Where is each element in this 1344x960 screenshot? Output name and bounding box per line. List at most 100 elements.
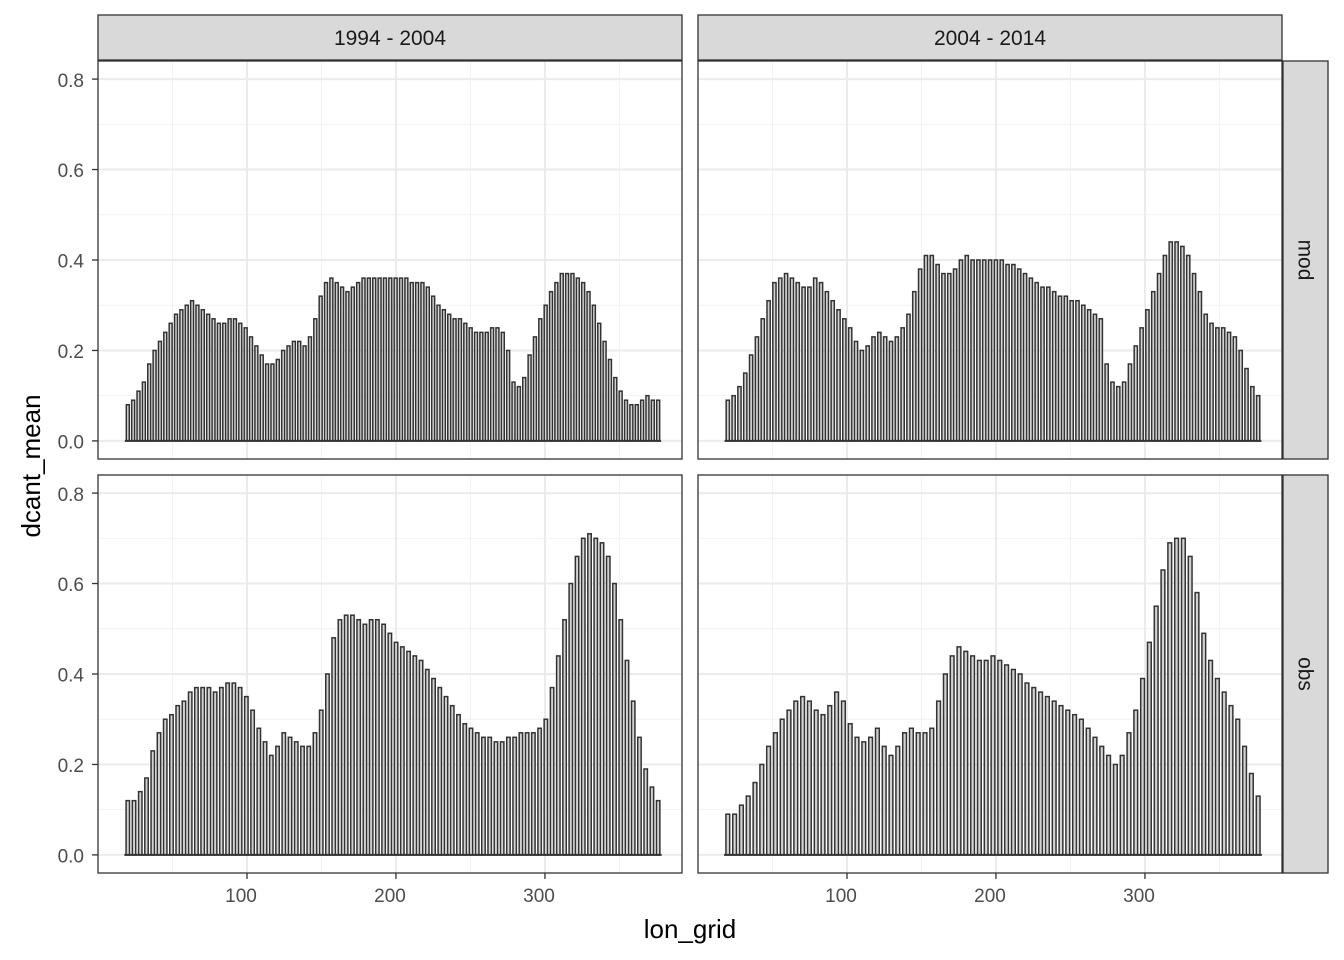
x-axis-title: lon_grid — [644, 914, 737, 944]
bar — [745, 795, 751, 856]
bar — [418, 659, 424, 856]
bar — [1034, 281, 1040, 442]
bar — [1110, 381, 1115, 442]
bar — [580, 281, 586, 442]
bar — [923, 254, 929, 442]
bar — [318, 295, 323, 442]
bar — [424, 668, 430, 856]
bar — [568, 582, 574, 856]
bar — [286, 345, 291, 442]
bar — [742, 372, 748, 442]
bar — [152, 349, 157, 442]
bar — [789, 277, 795, 442]
bar — [334, 281, 339, 442]
bar — [137, 790, 143, 856]
bar — [293, 741, 299, 856]
bar — [1180, 245, 1185, 442]
bar — [1146, 641, 1152, 856]
bar — [331, 637, 337, 856]
bar — [300, 745, 305, 856]
facet-panel-mod-left — [92, 60, 683, 460]
bar — [532, 336, 538, 442]
bar — [222, 322, 227, 442]
bar — [999, 259, 1005, 442]
bar — [431, 677, 437, 856]
bar — [200, 686, 206, 856]
bar — [325, 673, 330, 856]
bar — [900, 327, 905, 442]
facet-panels — [92, 60, 1283, 879]
x-tick-label: 300 — [523, 886, 555, 907]
bar — [876, 331, 882, 442]
bar — [157, 340, 163, 442]
bar — [1099, 745, 1105, 856]
bar — [833, 691, 840, 856]
bar — [212, 691, 218, 856]
bar — [1235, 718, 1241, 856]
bar — [366, 277, 372, 442]
y-tick-label: 0.6 — [58, 575, 84, 596]
bar — [436, 304, 441, 442]
bar — [1145, 309, 1150, 442]
bar — [618, 618, 624, 856]
bar — [602, 340, 607, 442]
bar — [655, 399, 661, 442]
bar — [613, 376, 618, 442]
bar — [799, 695, 806, 856]
bar — [911, 290, 917, 442]
bar — [867, 736, 874, 856]
panel-border — [697, 474, 1283, 874]
bar — [605, 555, 611, 856]
bar — [587, 533, 592, 856]
bar — [599, 542, 605, 856]
bar — [387, 632, 393, 856]
bar — [1180, 537, 1186, 856]
bar — [205, 313, 211, 442]
bar — [812, 277, 818, 442]
bar — [193, 686, 199, 856]
bar — [824, 290, 830, 442]
bar — [882, 336, 888, 442]
bar — [725, 399, 731, 442]
bar — [1063, 295, 1069, 442]
bar — [306, 745, 312, 856]
bar — [555, 655, 561, 856]
bar — [793, 700, 799, 856]
bar — [499, 741, 505, 856]
bar — [238, 322, 243, 442]
bar — [570, 272, 575, 442]
bar — [1051, 290, 1057, 442]
x-tick-label: 100 — [225, 886, 257, 907]
bar — [487, 736, 493, 856]
y-tick-label: 0.8 — [58, 485, 84, 506]
bar — [895, 745, 901, 856]
bar — [1244, 367, 1249, 442]
bar — [500, 331, 506, 442]
bar — [1092, 313, 1098, 442]
bar — [275, 745, 281, 856]
bar — [888, 754, 894, 856]
bar — [195, 304, 200, 442]
bar — [377, 277, 382, 442]
bar — [987, 259, 993, 442]
bar — [786, 709, 792, 856]
bar — [908, 727, 915, 856]
strip-top-1994-2004: 1994 - 2004 — [97, 14, 683, 61]
bar — [634, 403, 639, 442]
bar — [580, 537, 586, 856]
bar — [1232, 336, 1238, 442]
y-axis-bottom: 0.0 0.2 0.4 0.6 0.8 — [58, 485, 85, 868]
bar — [227, 318, 232, 442]
bar — [942, 673, 949, 856]
bar — [830, 299, 836, 442]
bar — [141, 381, 147, 442]
bar — [168, 322, 173, 442]
bar — [1133, 345, 1139, 442]
bar — [144, 777, 149, 856]
bar — [441, 309, 447, 442]
bar — [130, 399, 136, 442]
bar — [1238, 349, 1244, 442]
strip-label-col-1: 1994 - 2004 — [334, 27, 446, 50]
bar — [623, 399, 629, 442]
strip-label-col-2: 2004 - 2014 — [934, 27, 1046, 50]
